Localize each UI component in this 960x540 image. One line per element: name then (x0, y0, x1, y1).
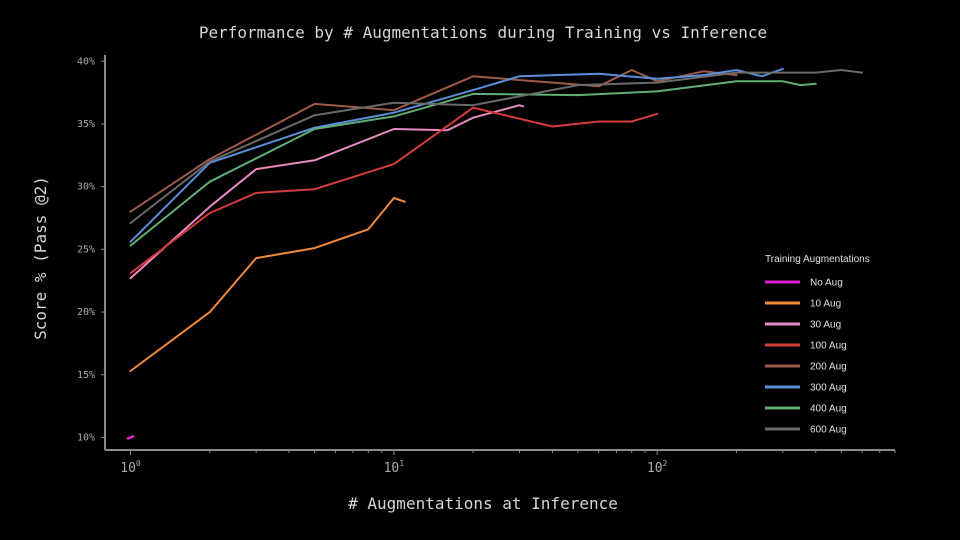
legend-label-10-aug: 10 Aug (810, 299, 841, 310)
x-tick-exponent: 1 (399, 459, 404, 468)
legend: Training Augmentations No Aug 10 Aug 30 Aug… (765, 254, 870, 436)
series-30-aug-line (129, 104, 525, 280)
y-axis-label: Score % (Pass @2) (31, 176, 50, 340)
legend-label-no-aug: No Aug (810, 278, 843, 289)
y-tick-label: 35% (77, 119, 95, 130)
x-tick-label: 101 (384, 459, 405, 476)
x-tick-base: 10 (120, 461, 136, 476)
legend-label-200-aug: 200 Aug (810, 362, 847, 373)
y-tick-label: 10% (77, 432, 95, 443)
y-tick-label: 25% (77, 244, 95, 255)
chart-title: Performance by # Augmentations during Tr… (199, 23, 767, 42)
legend-label-600-aug: 600 Aug (810, 425, 847, 436)
series-no-aug-point (126, 435, 135, 440)
y-tick-label: 15% (77, 370, 95, 381)
y-tick-label: 40% (77, 56, 95, 67)
series-600-aug-line (129, 69, 864, 224)
x-tick-label: 100 (120, 459, 141, 476)
x-axis-label: # Augmentations at Inference (348, 494, 618, 513)
series-10-aug-line (129, 197, 406, 372)
legend-label-300-aug: 300 Aug (810, 383, 847, 394)
legend-label-400-aug: 400 Aug (810, 404, 847, 415)
x-tick-exponent: 2 (663, 459, 668, 468)
series-300-aug-line (129, 67, 784, 243)
x-tick-base: 10 (384, 461, 400, 476)
y-tick-label: 20% (77, 307, 95, 318)
legend-label-100-aug: 100 Aug (810, 341, 847, 352)
legend-title: Training Augmentations (765, 254, 870, 265)
x-tick-exponent: 0 (136, 459, 141, 468)
series-100-aug-line (129, 106, 659, 275)
x-tick-base: 10 (647, 461, 663, 476)
series-layer (126, 67, 864, 440)
series-400-aug-line (129, 80, 817, 247)
x-tick-label: 102 (647, 459, 668, 476)
axes: 10%15%20%25%30%35%40%100 101 102 (77, 55, 896, 476)
y-tick-label: 30% (77, 182, 95, 193)
legend-label-30-aug: 30 Aug (810, 320, 841, 331)
